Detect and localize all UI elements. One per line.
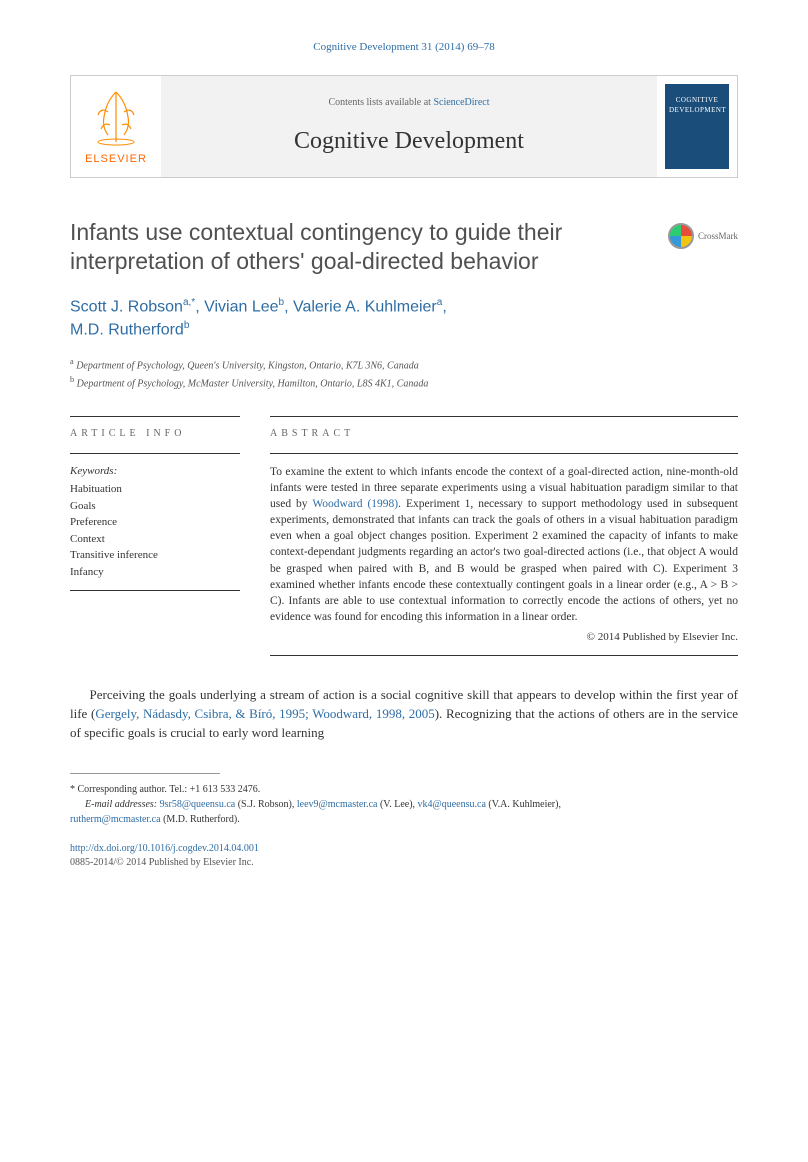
author-2-aff: b [279, 297, 285, 308]
cover-title: COGNITIVE DEVELOPMENT [669, 96, 725, 116]
footnotes: * Corresponding author. Tel.: +1 613 533… [70, 782, 738, 827]
email-2-name: (V. Lee), [380, 799, 418, 810]
header-citation[interactable]: Cognitive Development 31 (2014) 69–78 [70, 40, 738, 55]
article-title: Infants use contextual contingency to gu… [70, 218, 648, 276]
info-abstract-row: article info Keywords: Habituation Goals… [70, 416, 738, 656]
author-2[interactable]: Vivian Lee [204, 298, 278, 315]
keyword: Context [70, 531, 240, 548]
keyword: Goals [70, 498, 240, 515]
doi-link[interactable]: http://dx.doi.org/10.1016/j.cogdev.2014.… [70, 842, 738, 856]
author-3[interactable]: Valerie A. Kuhlmeier [293, 298, 437, 315]
crossmark-icon [668, 223, 694, 249]
body-p1-ref[interactable]: Gergely, Nádasdy, Csibra, & Bíró, 1995; … [95, 706, 434, 721]
affiliation-a: Department of Psychology, Queen's Univer… [76, 361, 419, 372]
affiliations: a Department of Psychology, Queen's Univ… [70, 356, 738, 391]
email-4[interactable]: rutherm@mcmaster.ca [70, 814, 161, 825]
author-3-aff: a [437, 297, 443, 308]
email-4-name: (M.D. Rutherford). [163, 814, 240, 825]
corresponding-author: Corresponding author. Tel.: +1 613 533 2… [78, 784, 261, 795]
issn-line: 0885-2014/© 2014 Published by Elsevier I… [70, 856, 738, 870]
sciencedirect-link[interactable]: ScienceDirect [433, 97, 489, 108]
keyword: Infancy [70, 564, 240, 581]
article-info-header: article info [70, 427, 240, 441]
email-2[interactable]: leev9@mcmaster.ca [297, 799, 378, 810]
email-3[interactable]: vk4@queensu.ca [418, 799, 486, 810]
elsevier-logo-col[interactable]: ELSEVIER [71, 76, 161, 177]
journal-cover-thumbnail: COGNITIVE DEVELOPMENT [665, 84, 729, 169]
footnote-separator [70, 773, 220, 774]
abstract-part-2: . Experiment 1, necessary to support met… [270, 498, 738, 623]
crossmark-label: CrossMark [698, 230, 738, 243]
keyword: Habituation [70, 481, 240, 498]
keywords-label: Keywords: [70, 464, 240, 479]
abstract-header: abstract [270, 427, 738, 441]
email-1-name: (S.J. Robson), [238, 799, 297, 810]
authors-line: Scott J. Robsona,*, Vivian Leeb, Valerie… [70, 296, 738, 341]
contents-available-line: Contents lists available at ScienceDirec… [171, 96, 647, 110]
affiliation-b: Department of Psychology, McMaster Unive… [77, 378, 429, 389]
contents-prefix: Contents lists available at [328, 97, 433, 108]
body-paragraph-1: Perceiving the goals underlying a stream… [70, 686, 738, 743]
email-3-name: (V.A. Kuhlmeier), [488, 799, 561, 810]
copyright-line: © 2014 Published by Elsevier Inc. [270, 630, 738, 645]
header-center: Contents lists available at ScienceDirec… [161, 76, 657, 177]
journal-name: Cognitive Development [171, 125, 647, 159]
author-4-aff: b [184, 320, 190, 331]
author-4[interactable]: M.D. Rutherford [70, 321, 184, 338]
abstract-ref-1[interactable]: Woodward (1998) [312, 498, 398, 510]
author-1[interactable]: Scott J. Robson [70, 298, 183, 315]
abstract-text: To examine the extent to which infants e… [270, 464, 738, 625]
elsevier-tree-icon [86, 87, 146, 147]
journal-header-box: ELSEVIER Contents lists available at Sci… [70, 75, 738, 178]
abstract-col: abstract To examine the extent to which … [270, 416, 738, 656]
title-row: Infants use contextual contingency to gu… [70, 218, 738, 276]
author-1-aff: a,* [183, 297, 195, 308]
article-info-col: article info Keywords: Habituation Goals… [70, 416, 240, 656]
keyword: Transitive inference [70, 547, 240, 564]
elsevier-label: ELSEVIER [85, 152, 147, 167]
keyword: Preference [70, 514, 240, 531]
email-addresses-label: E-mail addresses: [85, 799, 157, 810]
email-1[interactable]: 9sr58@queensu.ca [160, 799, 236, 810]
crossmark-badge[interactable]: CrossMark [668, 223, 738, 249]
journal-cover-col[interactable]: COGNITIVE DEVELOPMENT [657, 76, 737, 177]
